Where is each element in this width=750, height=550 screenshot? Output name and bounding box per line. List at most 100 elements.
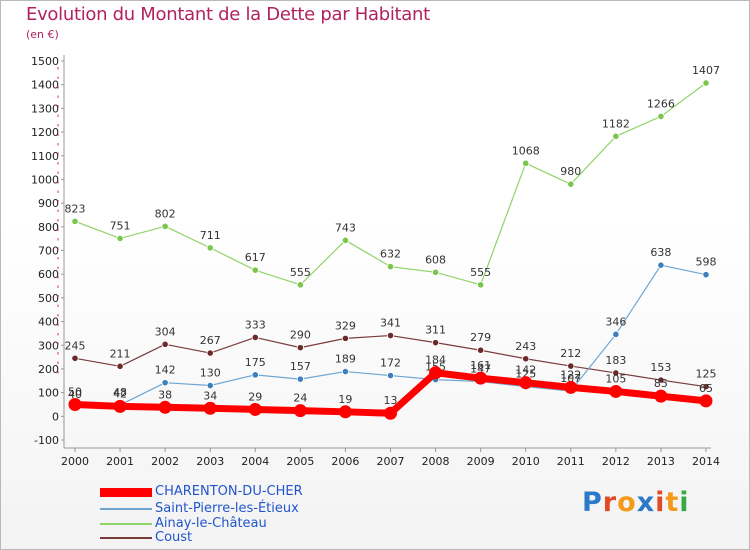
y-tick-label: 1000 <box>31 173 59 186</box>
data-point <box>657 376 665 384</box>
data-point <box>296 375 304 383</box>
data-label: 183 <box>605 354 626 367</box>
data-label: 608 <box>425 253 446 266</box>
data-point <box>116 362 124 370</box>
x-tick-label: 2003 <box>196 455 224 468</box>
data-point <box>203 401 217 415</box>
data-point <box>68 397 82 411</box>
y-tick-label: 700 <box>38 245 59 258</box>
data-point <box>429 366 443 380</box>
y-tick-label: 0 <box>52 410 59 423</box>
data-label: 279 <box>470 331 491 344</box>
data-label: 638 <box>650 246 671 259</box>
data-point <box>657 112 665 121</box>
data-point <box>386 371 395 380</box>
logo-letter: x <box>636 487 656 518</box>
data-label: 161 <box>470 359 491 372</box>
y-tick-label: -100 <box>34 434 59 447</box>
legend-label-ainay: Ainay-le-Château <box>155 516 267 531</box>
data-point <box>71 217 79 225</box>
data-label: 125 <box>515 368 536 381</box>
data-label: 142 <box>515 364 536 377</box>
data-label: 153 <box>650 361 671 374</box>
x-tick-label: 2007 <box>377 455 405 468</box>
legend-item-charenton: CHARENTON-DU-CHER <box>100 484 400 500</box>
data-point <box>158 400 172 414</box>
data-point <box>296 344 304 352</box>
logo-letter: r <box>602 487 618 518</box>
data-label: 34 <box>203 389 217 402</box>
data-point <box>161 379 169 387</box>
data-label: 130 <box>200 367 221 380</box>
x-tick-label: 2009 <box>467 455 495 468</box>
y-tick-label: 900 <box>38 197 59 210</box>
x-tick-label: 2002 <box>151 455 179 468</box>
data-label: 1182 <box>602 117 630 130</box>
data-label: 38 <box>158 388 172 401</box>
data-label: 29 <box>248 390 262 403</box>
data-point <box>251 266 259 274</box>
proxiti-logo: Proxiti <box>582 487 690 518</box>
x-tick-label: 2005 <box>286 455 314 468</box>
data-point <box>609 384 623 398</box>
data-label: 1068 <box>512 144 540 157</box>
data-point <box>522 159 530 167</box>
data-label: 329 <box>335 319 356 332</box>
data-label: 1266 <box>647 97 675 110</box>
data-point <box>338 405 352 419</box>
data-label: 802 <box>155 207 176 220</box>
data-point <box>251 333 259 342</box>
y-tick-label: 1100 <box>31 150 59 163</box>
data-point <box>116 234 124 243</box>
data-point <box>341 367 350 376</box>
data-point <box>71 354 79 362</box>
data-label: 184 <box>425 354 446 367</box>
y-tick-label: 300 <box>38 339 59 352</box>
data-label: 85 <box>654 377 668 390</box>
data-point <box>702 79 710 87</box>
data-label: 211 <box>110 347 131 360</box>
data-label: 125 <box>696 368 717 381</box>
legend-swatch-charenton <box>100 487 152 497</box>
data-point <box>612 369 620 377</box>
data-point <box>522 355 530 363</box>
y-tick-label: 800 <box>38 221 59 234</box>
logo-letter: t <box>665 487 680 518</box>
x-tick-label: 2012 <box>602 455 630 468</box>
data-label: 212 <box>560 347 581 360</box>
data-point <box>386 263 395 271</box>
x-tick-label: 2008 <box>422 455 450 468</box>
data-point <box>657 261 665 269</box>
data-label: 304 <box>155 325 176 338</box>
y-tick-label: 100 <box>38 387 59 400</box>
data-label: 290 <box>290 329 311 342</box>
y-tick-label: 1400 <box>31 79 59 92</box>
legend-item-ainay: Ainay-le-Château <box>100 516 400 532</box>
data-label: 65 <box>699 382 713 395</box>
legend-label-coust: Coust <box>155 530 193 545</box>
data-label: 24 <box>293 392 307 405</box>
data-label: 617 <box>245 251 266 264</box>
data-point <box>474 371 488 385</box>
data-label: 147 <box>470 362 491 375</box>
data-point <box>161 222 169 230</box>
data-point <box>341 236 350 244</box>
data-point <box>384 406 397 420</box>
data-point <box>477 281 485 289</box>
legend-swatch-coust <box>100 537 152 539</box>
data-point <box>341 334 350 342</box>
chart-unit: (en €) <box>26 28 59 41</box>
data-point <box>702 271 710 279</box>
x-tick-label: 2006 <box>331 455 359 468</box>
data-label: 333 <box>245 318 266 331</box>
data-label: 311 <box>425 324 446 337</box>
x-tick-label: 2010 <box>512 455 540 468</box>
data-label: 105 <box>605 372 626 385</box>
legend-swatch-ainay <box>100 523 152 525</box>
x-tick-label: 2004 <box>241 455 269 468</box>
data-label: 142 <box>155 364 176 377</box>
data-point <box>431 268 440 276</box>
data-label: 751 <box>110 219 131 232</box>
logo-letter: P <box>582 487 603 518</box>
